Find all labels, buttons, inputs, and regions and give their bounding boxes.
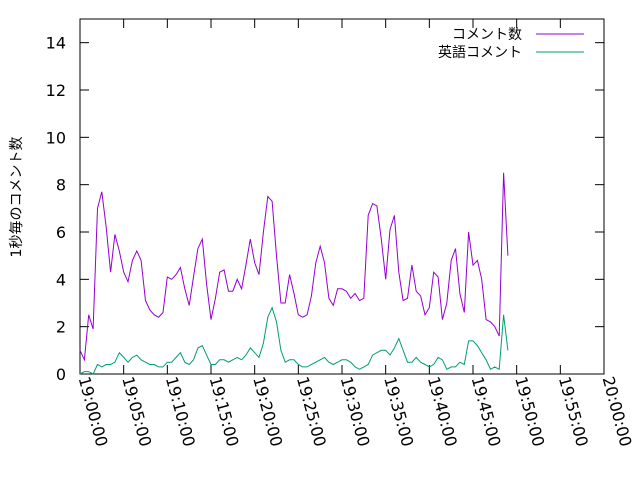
y-axis-label: 1秒毎のコメント数 <box>9 137 25 258</box>
legend-label: コメント数 <box>452 27 522 43</box>
series-lines <box>79 172 509 375</box>
x-tick-label: 19:05:00 <box>118 374 155 448</box>
series-line-2 <box>79 306 509 375</box>
x-tick-label: 19:10:00 <box>162 374 199 448</box>
y-tick-label: 4 <box>56 270 66 289</box>
series-line-1 <box>79 172 509 362</box>
legend-label: 英語コメント <box>438 44 522 61</box>
y-tick-label: 0 <box>56 365 66 384</box>
plot-area <box>79 18 605 375</box>
x-tick-label: 19:00:00 <box>75 374 112 448</box>
x-tick-label: 19:30:00 <box>337 374 374 448</box>
x-tick-label: 19:55:00 <box>555 374 592 448</box>
y-tick-label: 6 <box>56 223 66 242</box>
x-tick-label: 19:50:00 <box>511 374 548 448</box>
x-tick-label: 19:40:00 <box>424 374 461 448</box>
y-tick-label: 2 <box>56 318 66 337</box>
x-tick-label: 19:45:00 <box>468 374 505 448</box>
y-tick-label: 12 <box>46 81 66 100</box>
x-tick-label: 19:20:00 <box>249 374 286 448</box>
plot-frame <box>79 18 605 375</box>
y-tick-label: 8 <box>56 176 66 195</box>
y-axis: 0 2 4 6 8 10 12 14 <box>46 34 604 384</box>
x-tick-label: 20:00:00 <box>599 374 636 448</box>
x-tick-label: 19:35:00 <box>380 374 417 448</box>
x-axis: 19:00:00 19:05:00 19:10:00 19:15:00 19:20:00… <box>75 19 636 449</box>
y-tick-label: 14 <box>46 34 66 53</box>
x-tick-label: 19:25:00 <box>293 374 330 448</box>
x-tick-label: 19:15:00 <box>206 374 243 448</box>
y-tick-label: 10 <box>46 128 66 147</box>
